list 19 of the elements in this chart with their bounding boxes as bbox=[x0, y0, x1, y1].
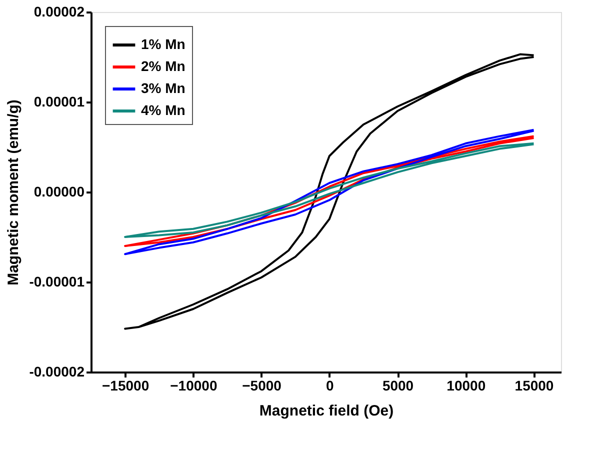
legend-label: 1% Mn bbox=[141, 36, 186, 52]
x-tick-label: 15000 bbox=[514, 378, 554, 394]
legend-label: 4% Mn bbox=[141, 102, 186, 118]
x-tick-label: −5000 bbox=[242, 378, 282, 394]
x-tick-label: 10000 bbox=[446, 378, 486, 394]
line-series bbox=[124, 53, 535, 330]
x-tick-label: −15000 bbox=[102, 378, 150, 394]
legend-label: 2% Mn bbox=[141, 58, 186, 74]
y-tick-label: -0.00002 bbox=[29, 364, 85, 380]
y-axis-title: Magnetic moment (emu/g) bbox=[5, 100, 22, 286]
x-tick-label: 0 bbox=[326, 378, 334, 394]
y-tick-label: 0.00001 bbox=[34, 94, 85, 110]
y-tick-label: 0.00002 bbox=[34, 4, 85, 20]
x-tick-label: 5000 bbox=[382, 378, 414, 394]
legend-label: 3% Mn bbox=[141, 80, 186, 96]
y-tick-label: -0.00001 bbox=[29, 274, 85, 290]
x-tick-label: −10000 bbox=[170, 378, 218, 394]
x-axis-title: Magnetic field (Oe) bbox=[259, 402, 394, 420]
y-tick-label: 0.00000 bbox=[34, 184, 85, 200]
